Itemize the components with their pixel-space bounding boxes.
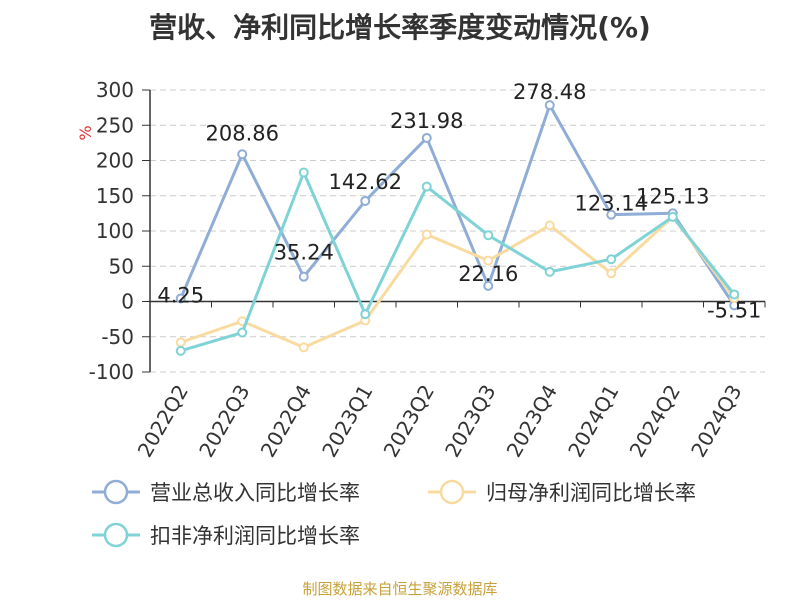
- series-point-0: [237, 149, 248, 160]
- series-point-0: [483, 280, 494, 291]
- series-point-2: [483, 230, 494, 241]
- data-label: 125.13: [636, 184, 709, 208]
- series-line-2: [180, 170, 736, 353]
- y-tick-label: 100: [96, 219, 134, 243]
- legend-swatch-marker: [103, 522, 129, 548]
- y-tick-label: -50: [101, 325, 134, 349]
- x-tick-label: 2024Q1: [563, 381, 623, 462]
- data-label: 22.16: [458, 262, 518, 286]
- series-point-2: [421, 181, 432, 192]
- series-point-0: [421, 132, 432, 143]
- series-point-0: [298, 271, 309, 282]
- series-point-1: [298, 342, 309, 353]
- legend-label: 营业总收入同比增长率: [150, 481, 360, 505]
- series-line-1: [180, 215, 736, 349]
- series-point-0: [544, 100, 555, 111]
- data-label: 278.48: [513, 80, 586, 104]
- x-tick-label: 2023Q1: [317, 381, 377, 462]
- series-point-0: [360, 195, 371, 206]
- x-tick-label: 2022Q2: [133, 381, 193, 462]
- data-label: 142.62: [329, 170, 402, 194]
- series-point-1: [606, 268, 617, 279]
- x-tick-label: 2024Q3: [686, 381, 746, 462]
- series-point-2: [729, 289, 740, 300]
- y-tick-label: -100: [89, 360, 134, 384]
- series-point-1: [421, 229, 432, 240]
- series-point-1: [544, 220, 555, 231]
- x-tick-label: 2022Q4: [256, 381, 316, 462]
- x-tick-label: 2023Q3: [440, 381, 500, 462]
- data-label: 231.98: [390, 109, 463, 133]
- y-tick-label: 0: [121, 290, 134, 314]
- series-point-2: [298, 167, 309, 178]
- data-label: -5.51: [707, 298, 761, 322]
- x-tick-label: 2024Q2: [625, 381, 685, 462]
- data-label: 35.24: [274, 241, 334, 265]
- data-label: 208.86: [206, 121, 279, 145]
- y-tick-label: 200: [96, 149, 134, 173]
- legend-label: 归母净利润同比增长率: [486, 481, 696, 505]
- series-point-2: [667, 211, 678, 222]
- legend-swatch-marker: [439, 479, 465, 505]
- chart-title: 营收、净利同比增长率季度变动情况(%): [149, 11, 651, 44]
- y-tick-label: 300: [96, 78, 134, 102]
- x-tick-label: 2022Q3: [194, 381, 254, 462]
- legend-label: 扣非净利润同比增长率: [150, 524, 360, 548]
- legend-swatch-marker: [103, 479, 129, 505]
- y-tick-label: 50: [109, 254, 134, 278]
- series-point-2: [175, 345, 186, 356]
- data-label: 4.25: [157, 284, 204, 308]
- series-point-2: [606, 254, 617, 265]
- y-tick-label: 250: [96, 113, 134, 137]
- y-axis-unit-label: %: [76, 125, 95, 140]
- series-point-0: [606, 209, 617, 220]
- source-footer: 制图数据来自恒生聚源数据库: [302, 580, 498, 598]
- series-point-1: [483, 255, 494, 266]
- x-tick-label: 2023Q4: [502, 381, 562, 462]
- series-point-2: [237, 327, 248, 338]
- x-tick-label: 2023Q2: [379, 381, 439, 462]
- series-point-0: [175, 293, 186, 304]
- series-point-1: [175, 337, 186, 348]
- y-tick-label: 150: [96, 184, 134, 208]
- data-label: 123.14: [575, 192, 648, 216]
- series-point-2: [544, 266, 555, 277]
- series-point-2: [360, 309, 371, 320]
